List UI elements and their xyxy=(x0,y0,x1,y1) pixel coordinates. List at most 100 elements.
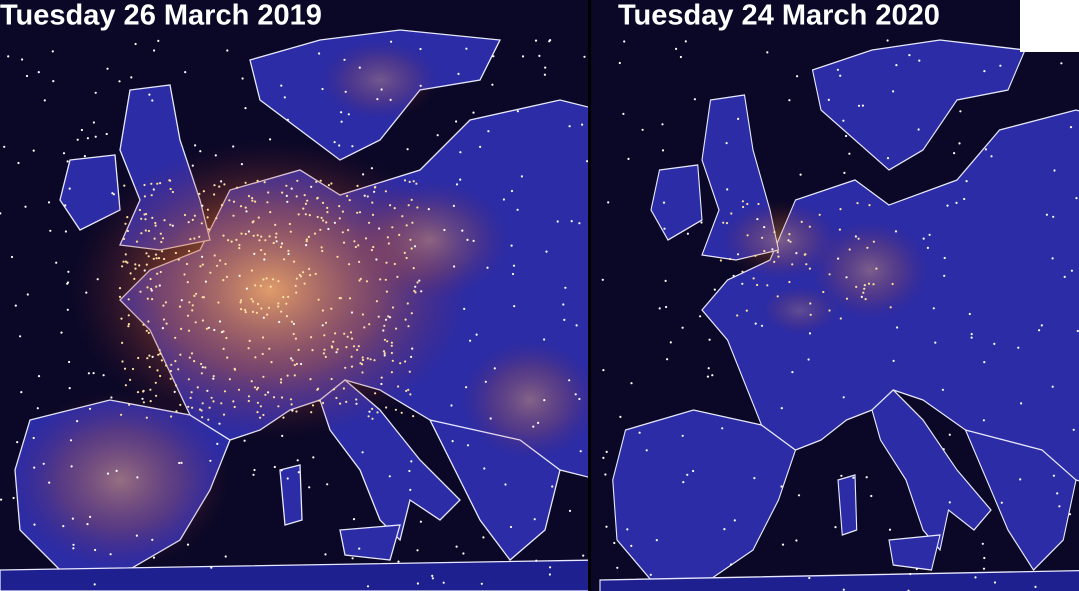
flight-dot xyxy=(845,134,848,138)
flight-dot xyxy=(212,377,215,380)
flight-dot xyxy=(293,363,296,367)
flight-dot xyxy=(568,379,571,382)
flight-dot xyxy=(142,390,145,393)
flight-dot xyxy=(414,285,417,288)
flight-dot xyxy=(106,67,109,70)
flight-dot xyxy=(188,301,191,304)
flight-dot xyxy=(366,195,369,198)
flight-dot xyxy=(286,118,289,121)
flight-dots xyxy=(601,39,1079,591)
flight-dot xyxy=(247,395,251,398)
flight-dot xyxy=(308,486,311,489)
flight-dot xyxy=(195,292,198,295)
flight-dot xyxy=(217,301,220,304)
flight-dot xyxy=(741,200,745,203)
flight-dot xyxy=(431,577,434,580)
flight-dot xyxy=(43,99,46,102)
flight-dot xyxy=(68,187,71,190)
flight-dot xyxy=(94,135,97,138)
flight-dot xyxy=(797,494,801,497)
flight-dot xyxy=(154,381,157,384)
flight-dot xyxy=(396,275,399,278)
flight-dot xyxy=(285,302,288,305)
flight-dot xyxy=(374,392,377,395)
flight-dot xyxy=(102,374,105,377)
flight-dot xyxy=(475,333,478,336)
flight-dot xyxy=(711,374,714,377)
flight-dot xyxy=(280,84,283,87)
flight-dot xyxy=(645,449,648,452)
flight-dot xyxy=(188,250,191,253)
flight-dot xyxy=(390,351,393,355)
flight-dot xyxy=(201,204,204,207)
flight-dot xyxy=(372,245,375,249)
flight-dot xyxy=(212,400,215,403)
flight-dot xyxy=(602,456,605,459)
flight-dot xyxy=(728,257,732,261)
flight-dot xyxy=(263,258,266,261)
flight-dot xyxy=(133,277,136,280)
flight-dot xyxy=(256,179,259,182)
flight-dot xyxy=(756,283,759,287)
flight-dot xyxy=(240,163,243,166)
flight-dot xyxy=(729,563,733,566)
flight-dot xyxy=(465,386,468,389)
flight-dot xyxy=(549,566,552,569)
flight-dot xyxy=(344,90,347,93)
flight-dot xyxy=(280,310,283,313)
flight-dot xyxy=(120,317,123,320)
flight-dot xyxy=(578,397,581,401)
flight-dot xyxy=(121,360,124,363)
flight-dot xyxy=(155,285,158,288)
flight-dot xyxy=(159,232,162,235)
flight-dot xyxy=(256,401,259,404)
flight-dot xyxy=(356,348,359,351)
flight-dot xyxy=(377,315,380,318)
flight-dot xyxy=(266,201,269,204)
flight-dot xyxy=(177,368,180,371)
flight-dot xyxy=(154,253,158,256)
flight-dot xyxy=(809,313,812,316)
flight-dot xyxy=(472,239,475,242)
flight-dot xyxy=(358,260,361,263)
flight-dot xyxy=(158,284,161,287)
flight-dot xyxy=(638,431,641,434)
flight-dot xyxy=(788,99,791,102)
flight-dot xyxy=(123,184,126,187)
flight-dot xyxy=(251,197,254,200)
flight-dot xyxy=(316,215,319,219)
flight-dot xyxy=(178,305,182,308)
flight-dot xyxy=(154,224,157,227)
flight-dot xyxy=(191,218,194,221)
flight-dot xyxy=(247,399,250,403)
flight-dot xyxy=(533,518,536,521)
flight-dot xyxy=(582,554,585,557)
flight-dot xyxy=(48,481,51,484)
flight-dot xyxy=(239,301,242,304)
flight-dot xyxy=(42,462,45,465)
flight-dot xyxy=(479,145,482,148)
flight-dot xyxy=(161,237,165,240)
flight-dot xyxy=(170,363,173,366)
flight-dot xyxy=(308,214,311,217)
flight-dot xyxy=(746,234,749,237)
flight-dot xyxy=(386,340,389,343)
flight-dot xyxy=(330,307,333,310)
flight-dot xyxy=(52,80,55,83)
flight-dot xyxy=(170,415,173,418)
flight-dot xyxy=(200,409,203,412)
flight-dot xyxy=(800,220,803,223)
flight-dot xyxy=(466,444,470,447)
flight-dot xyxy=(70,465,73,468)
flight-dot xyxy=(401,215,404,218)
flight-dot xyxy=(413,289,416,292)
flight-dot xyxy=(282,416,285,419)
flight-dot xyxy=(240,308,243,311)
flight-dot xyxy=(55,261,58,264)
flight-dot xyxy=(201,263,204,266)
flight-dot xyxy=(796,75,799,78)
flight-dot xyxy=(302,271,305,274)
flight-dot xyxy=(164,301,167,304)
flight-dot xyxy=(295,277,298,280)
flight-dot xyxy=(335,396,338,400)
